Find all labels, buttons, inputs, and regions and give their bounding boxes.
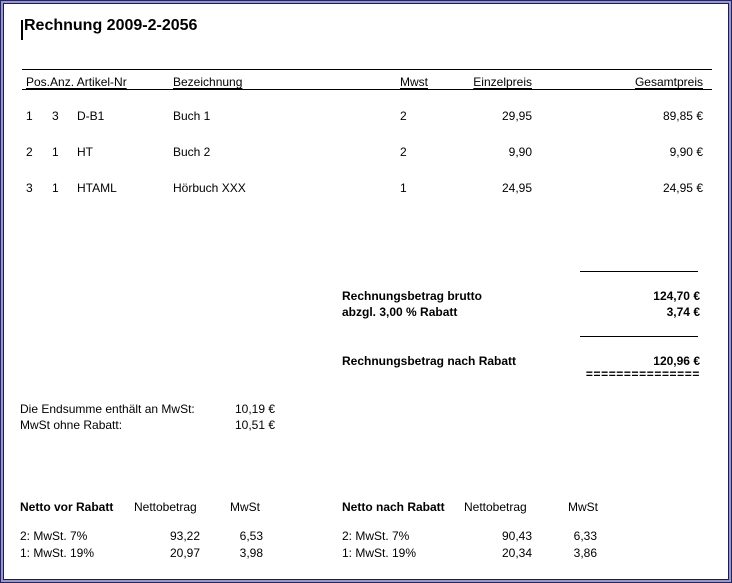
net-row-mwst: 3,98 bbox=[239, 546, 263, 560]
totals-mid-rule bbox=[580, 336, 698, 337]
text-caret bbox=[21, 20, 23, 40]
net-row-label: 1: MwSt. 19% bbox=[20, 546, 95, 560]
totals-top-rule bbox=[580, 271, 698, 272]
cell-bezeichnung: Hörbuch XXX bbox=[173, 181, 246, 195]
col-header-bezeichnung: Bezeichnung bbox=[173, 75, 243, 89]
cell-artikel-nr: D-B1 bbox=[77, 109, 105, 123]
net-table-title: Netto nach Rabatt bbox=[342, 500, 445, 514]
col-header-mwst: Mwst bbox=[400, 75, 428, 89]
col-header-einzelpreis-label: Einzelpreis bbox=[473, 75, 532, 89]
net-row-label: 2: MwSt. 7% bbox=[20, 529, 88, 543]
vat-without-discount-value: 10,51 € bbox=[235, 418, 276, 432]
net-row-label: 1: MwSt. 19% bbox=[342, 546, 417, 560]
cell-bezeichnung: Buch 1 bbox=[173, 109, 211, 123]
col-header-gesamtpreis: Gesamtpreis bbox=[540, 75, 703, 89]
net-row-netto: 90,43 bbox=[501, 529, 532, 543]
net-row-netto: 20,97 bbox=[169, 546, 200, 560]
cell-mwst: 1 bbox=[400, 181, 407, 195]
after-rabatt-value: 120,96 € bbox=[653, 354, 700, 368]
net-table-netto-header: Nettobetrag bbox=[464, 500, 527, 514]
double-underline: =============== bbox=[585, 367, 700, 381]
cell-einzelpreis: 24,95 bbox=[501, 181, 532, 195]
cell-mwst: 2 bbox=[400, 109, 407, 123]
net-row-mwst: 3,86 bbox=[573, 546, 597, 560]
vat-included-label: Die Endsumme enthält an MwSt: bbox=[20, 402, 195, 416]
vat-without-discount-label: MwSt ohne Rabatt: bbox=[20, 418, 123, 432]
col-header-einzelpreis: Einzelpreis bbox=[420, 75, 532, 89]
table-header-rule bbox=[22, 89, 712, 90]
cell-artikel-nr: HT bbox=[77, 145, 93, 159]
after-rabatt-label: Rechnungsbetrag nach Rabatt bbox=[342, 354, 517, 368]
cell-anz: 1 bbox=[52, 145, 59, 159]
net-row-netto: 20,34 bbox=[501, 546, 532, 560]
net-row-mwst: 6,53 bbox=[239, 529, 263, 543]
net-row-label: 2: MwSt. 7% bbox=[342, 529, 410, 543]
net-table-mwst-header: MwSt bbox=[230, 500, 260, 514]
cell-einzelpreis: 29,95 bbox=[501, 109, 532, 123]
cell-gesamtpreis: 24,95 € bbox=[662, 181, 703, 195]
cell-artikel-nr: HTAML bbox=[77, 181, 117, 195]
cell-gesamtpreis: 9,90 € bbox=[669, 145, 703, 159]
vat-included-value: 10,19 € bbox=[235, 402, 276, 416]
table-top-rule bbox=[22, 69, 712, 70]
brutto-label: Rechnungsbetrag brutto bbox=[342, 289, 482, 303]
cell-mwst: 2 bbox=[400, 145, 407, 159]
col-header-pos-anz-artikel: Pos.Anz. Artikel-Nr bbox=[26, 75, 127, 89]
cell-gesamtpreis: 89,85 € bbox=[662, 109, 703, 123]
net-table-mwst-header: MwSt bbox=[568, 500, 598, 514]
cell-bezeichnung: Buch 2 bbox=[173, 145, 211, 159]
brutto-value: 124,70 € bbox=[653, 289, 700, 303]
cell-pos: 1 bbox=[26, 109, 33, 123]
cell-anz: 1 bbox=[52, 181, 59, 195]
cell-pos: 3 bbox=[26, 181, 33, 195]
rabatt-label: abzgl. 3,00 % Rabatt bbox=[342, 305, 458, 319]
net-table-netto-header: Nettobetrag bbox=[134, 500, 197, 514]
col-header-gesamtpreis-label: Gesamtpreis bbox=[634, 75, 703, 89]
cell-anz: 3 bbox=[52, 109, 59, 123]
cell-einzelpreis: 9,90 bbox=[508, 145, 532, 159]
net-table-title: Netto vor Rabatt bbox=[20, 500, 114, 514]
net-row-mwst: 6,33 bbox=[573, 529, 597, 543]
cell-pos: 2 bbox=[26, 145, 33, 159]
invoice-title[interactable]: Rechnung 2009-2-2056 bbox=[24, 17, 198, 34]
net-row-netto: 93,22 bbox=[169, 529, 200, 543]
rabatt-value: 3,74 € bbox=[666, 305, 700, 319]
